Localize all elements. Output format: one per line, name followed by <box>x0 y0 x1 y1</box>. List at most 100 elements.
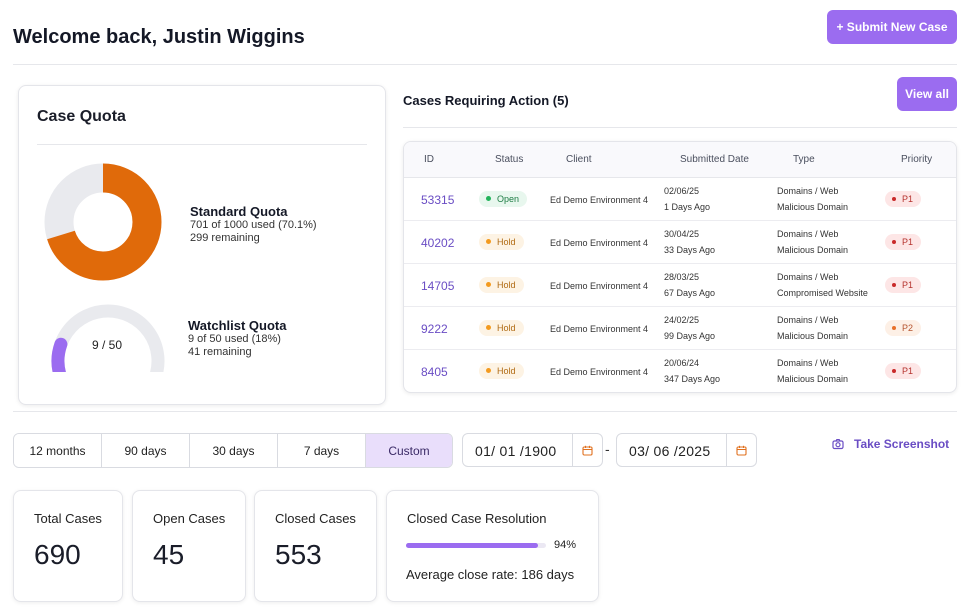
cases-table: ID Status Client Submitted Date Type Pri… <box>403 141 957 393</box>
cases-requiring-action-title: Cases Requiring Action (5) <box>403 93 569 108</box>
section-divider <box>13 411 957 412</box>
priority-text: P1 <box>902 194 914 204</box>
status-dot-icon <box>486 325 491 331</box>
case-type-subcategory: Compromised Website <box>777 288 868 298</box>
priority-dot-icon <box>892 325 896 330</box>
status-text: Hold <box>497 237 516 247</box>
status-badge: Hold <box>479 234 524 250</box>
table-row[interactable]: 14705 Hold Ed Demo Environment 4 28/03/25 67… <box>404 264 956 307</box>
priority-badge: P1 <box>885 363 922 379</box>
submitted-date: 28/03/25 <box>664 272 700 282</box>
client-name: Ed Demo Environment 4 <box>550 281 649 291</box>
status-text: Hold <box>497 366 516 376</box>
case-quota-divider <box>37 144 367 145</box>
watchlist-quota-used: 9 of 50 used (18%) <box>188 333 281 345</box>
priority-dot-icon <box>892 282 896 287</box>
case-type-category: Domains / Web <box>777 358 839 368</box>
table-row[interactable]: 53315 Open Ed Demo Environment 4 02/06/25 1 … <box>404 178 956 221</box>
total-cases-value: 690 <box>34 539 81 570</box>
priority-dot-icon <box>892 368 896 373</box>
case-quota-title: Case Quota <box>37 108 126 125</box>
submitted-days-ago: 33 Days Ago <box>664 245 716 255</box>
watchlist-quota-gauge-fill <box>51 337 68 372</box>
open-cases-value: 45 <box>153 539 185 570</box>
priority-badge: P1 <box>885 191 922 207</box>
priority-badge: P2 <box>885 320 922 336</box>
take-screenshot-button[interactable]: Take Screenshot <box>832 437 949 451</box>
submitted-date: 30/04/25 <box>664 229 700 239</box>
resolution-progress-fill <box>406 543 538 548</box>
table-header: ID Status Client Submitted Date Type Pri… <box>404 142 956 178</box>
table-row[interactable]: 9222 Hold Ed Demo Environment 4 24/02/25 99 … <box>404 307 956 350</box>
column-header-type[interactable]: Type <box>793 154 815 165</box>
standard-quota-name: Standard Quota <box>190 204 288 219</box>
date-from-calendar-button[interactable] <box>572 434 602 466</box>
submitted-date: 02/06/25 <box>664 186 700 196</box>
range-button-30-days[interactable]: 30 days <box>190 434 278 467</box>
table-row[interactable]: 40202 Hold Ed Demo Environment 4 30/04/25 33… <box>404 221 956 264</box>
camera-icon <box>832 438 844 450</box>
watchlist-quota-gauge <box>51 304 165 372</box>
range-button-12-months[interactable]: 12 months <box>14 434 102 467</box>
standard-quota-info: Standard Quota 701 of 1000 used (70.1%) … <box>190 204 317 245</box>
take-screenshot-label[interactable]: Take Screenshot <box>854 437 950 451</box>
priority-dot-icon <box>892 196 896 201</box>
submitted-date: 20/06/24 <box>664 358 700 368</box>
status-badge: Hold <box>479 320 524 336</box>
priority-text: P1 <box>902 237 914 247</box>
date-from-value[interactable]: 01/ 01 /1900 <box>475 443 557 459</box>
watchlist-quota-info: Watchlist Quota 9 of 50 used (18%) 41 re… <box>188 318 286 359</box>
case-id-link[interactable]: 40202 <box>421 236 455 250</box>
column-header-id[interactable]: ID <box>424 154 434 165</box>
range-button-custom[interactable]: Custom <box>366 434 452 467</box>
date-to-value[interactable]: 03/ 06 /2025 <box>629 443 711 459</box>
priority-text: P1 <box>902 366 914 376</box>
column-header-client[interactable]: Client <box>566 154 592 165</box>
page-title: Welcome back, Justin Wiggins <box>13 26 305 48</box>
standard-quota-remaining: 299 remaining <box>190 232 260 244</box>
closed-cases-card: Closed Cases 553 <box>254 490 377 602</box>
client-name: Ed Demo Environment 4 <box>550 195 649 205</box>
column-header-priority[interactable]: Priority <box>901 154 933 165</box>
case-type-subcategory: Malicious Domain <box>777 202 849 212</box>
average-close-rate: Average close rate: 186 days <box>406 567 575 582</box>
priority-badge: P1 <box>885 234 922 250</box>
case-quota-card: Case Quota Standard Quota 701 of 1000 us… <box>18 85 386 405</box>
date-range-separator: - <box>605 441 610 457</box>
range-button-7-days[interactable]: 7 days <box>278 434 366 467</box>
submitted-days-ago: 1 Days Ago <box>664 202 711 212</box>
actions-divider <box>403 127 957 128</box>
closed-case-resolution-label: Closed Case Resolution <box>407 511 547 526</box>
submitted-days-ago: 67 Days Ago <box>664 288 716 298</box>
client-name: Ed Demo Environment 4 <box>550 238 649 248</box>
priority-dot-icon <box>892 239 896 244</box>
case-type-subcategory: Malicious Domain <box>777 374 849 384</box>
watchlist-quota-name: Watchlist Quota <box>188 318 287 333</box>
standard-quota-donut-fill <box>44 163 162 281</box>
priority-text: P2 <box>902 323 914 333</box>
date-from-input[interactable]: 01/ 01 /1900 <box>462 433 603 467</box>
case-type-category: Domains / Web <box>777 315 839 325</box>
case-id-link[interactable]: 53315 <box>421 193 455 207</box>
date-to-calendar-button[interactable] <box>726 434 756 466</box>
column-header-status[interactable]: Status <box>495 154 524 165</box>
submit-new-case-button[interactable]: + Submit New Case <box>827 10 957 44</box>
case-id-link[interactable]: 8405 <box>421 365 448 379</box>
range-button-90-days[interactable]: 90 days <box>102 434 190 467</box>
case-type-subcategory: Malicious Domain <box>777 331 849 341</box>
column-header-submitted-date[interactable]: Submitted Date <box>680 154 749 165</box>
case-id-link[interactable]: 9222 <box>421 322 448 336</box>
table-row[interactable]: 8405 Hold Ed Demo Environment 4 20/06/24 347… <box>404 350 956 392</box>
client-name: Ed Demo Environment 4 <box>550 324 649 334</box>
view-all-button[interactable]: View all <box>897 77 957 111</box>
status-dot-icon <box>486 196 491 202</box>
case-type-category: Domains / Web <box>777 186 839 196</box>
standard-quota-used: 701 of 1000 used (70.1%) <box>190 219 317 231</box>
date-to-input[interactable]: 03/ 06 /2025 <box>616 433 757 467</box>
status-dot-icon <box>486 239 491 245</box>
status-badge: Hold <box>479 277 524 293</box>
case-id-link[interactable]: 14705 <box>421 279 455 293</box>
status-text: Open <box>497 194 520 204</box>
header-divider <box>13 64 957 65</box>
submitted-days-ago: 347 Days Ago <box>664 374 721 384</box>
